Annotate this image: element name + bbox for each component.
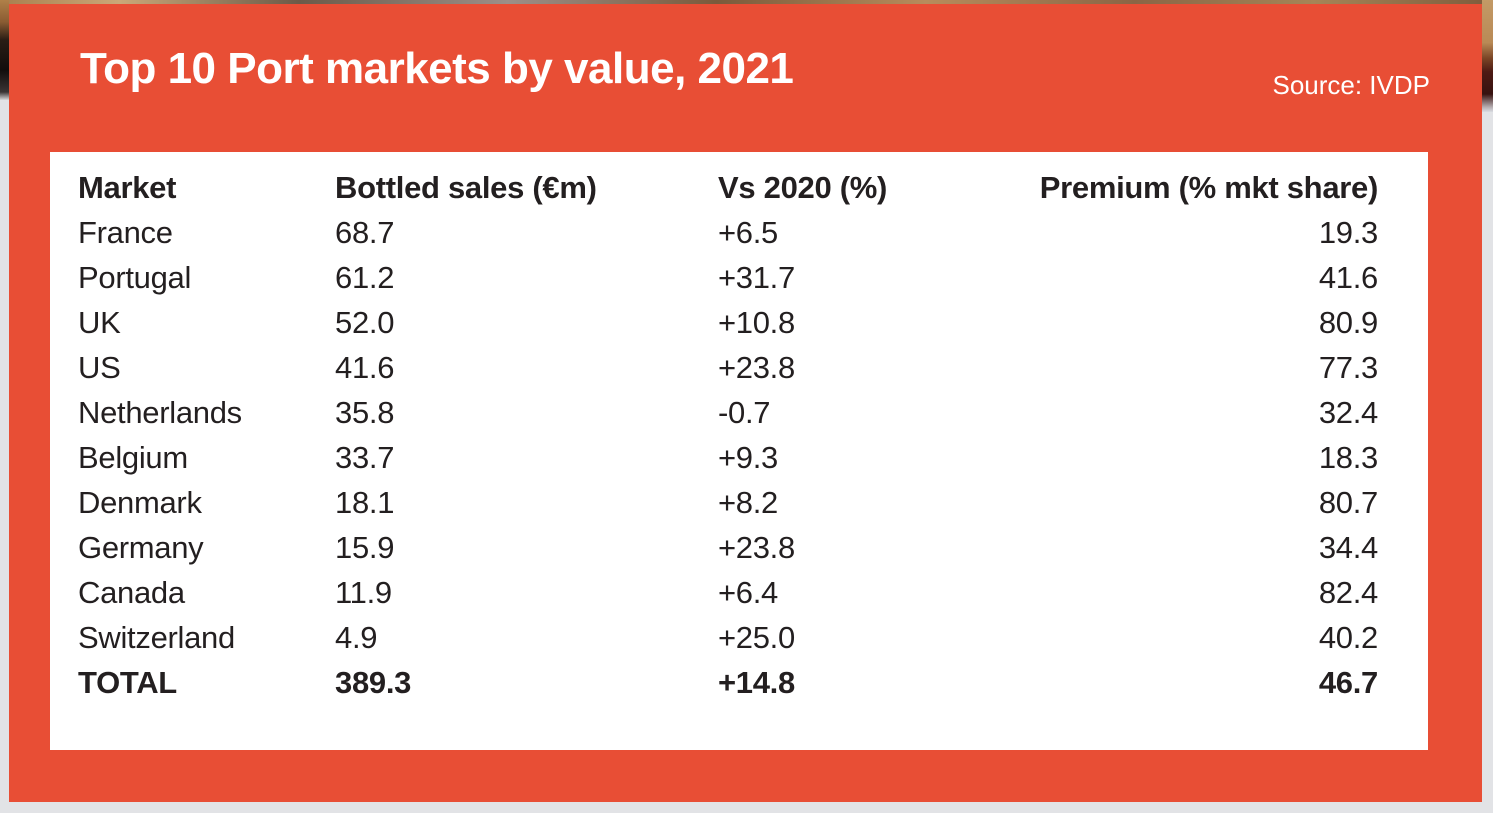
column-header-bottled-sales: Bottled sales (€m) (335, 169, 597, 205)
cell-bottled-sales: 389.3 (335, 664, 412, 700)
column-header-premium: Premium (% mkt share) (1039, 169, 1379, 205)
cell-bottled-sales: 61.2 (335, 259, 395, 295)
cell-vs-2020: +10.8 (718, 304, 795, 340)
cell-market: France (78, 214, 173, 250)
cell-vs-2020: +6.5 (718, 214, 778, 250)
background-photo-left-edge (0, 0, 9, 100)
column-header-vs-2020: Vs 2020 (%) (718, 169, 888, 205)
background-photo-top-edge (0, 0, 1493, 5)
table-row: Belgium 33.7 +9.3 18.3 (78, 435, 1378, 480)
cell-vs-2020: +8.2 (718, 484, 778, 520)
cell-premium: 41.6 (1318, 259, 1378, 295)
cell-vs-2020: +14.8 (718, 664, 795, 700)
table-row: Denmark 18.1 +8.2 80.7 (78, 480, 1378, 525)
cell-market: Switzerland (78, 619, 235, 655)
cell-premium: 82.4 (1318, 574, 1378, 610)
cell-market: US (78, 349, 121, 385)
cell-premium: 40.2 (1318, 619, 1378, 655)
table-row: Canada 11.9 +6.4 82.4 (78, 570, 1378, 615)
table-row: Netherlands 35.8 -0.7 32.4 (78, 390, 1378, 435)
cell-market: Portugal (78, 259, 192, 295)
chart-title: Top 10 Port markets by value, 2021 (80, 44, 794, 93)
cell-premium: 46.7 (1318, 664, 1378, 700)
cell-market: Belgium (78, 439, 188, 475)
table-row: Germany 15.9 +23.8 34.4 (78, 525, 1378, 570)
cell-market: Canada (78, 574, 185, 610)
cell-bottled-sales: 33.7 (335, 439, 395, 475)
cell-vs-2020: +31.7 (718, 259, 795, 295)
cell-bottled-sales: 11.9 (335, 574, 392, 610)
table-row: Switzerland 4.9 +25.0 40.2 (78, 615, 1378, 660)
cell-bottled-sales: 41.6 (335, 349, 395, 385)
table-row: France 68.7 +6.5 19.3 (78, 210, 1378, 255)
cell-premium: 77.3 (1318, 349, 1378, 385)
table-row: Portugal 61.2 +31.7 41.6 (78, 255, 1378, 300)
table-row: US 41.6 +23.8 77.3 (78, 345, 1378, 390)
table-body: France 68.7 +6.5 19.3 Portugal 61.2 +31.7 41.6 U… (78, 210, 1378, 705)
cell-vs-2020: -0.7 (718, 394, 771, 430)
cell-bottled-sales: 35.8 (335, 394, 395, 430)
cell-premium: 32.4 (1318, 394, 1378, 430)
table-row: TOTAL 389.3 +14.8 46.7 (78, 660, 1378, 705)
cell-bottled-sales: 4.9 (335, 619, 378, 655)
cell-bottled-sales: 18.1 (335, 484, 395, 520)
cell-premium: 80.9 (1318, 304, 1378, 340)
data-table-panel: Market Bottled sales (€m) Vs 2020 (%) Pr… (50, 152, 1428, 750)
column-header-market: Market (78, 169, 177, 205)
cell-premium: 18.3 (1318, 439, 1378, 475)
cell-bottled-sales: 15.9 (335, 529, 395, 565)
cell-vs-2020: +6.4 (718, 574, 778, 610)
cell-vs-2020: +23.8 (718, 529, 795, 565)
cell-vs-2020: +23.8 (718, 349, 795, 385)
cell-market: Denmark (78, 484, 202, 520)
source-label: Source: IVDP (1272, 70, 1430, 100)
cell-premium: 19.3 (1318, 214, 1378, 250)
cell-bottled-sales: 52.0 (335, 304, 395, 340)
cell-premium: 80.7 (1318, 484, 1378, 520)
background-photo-right-edge (1482, 0, 1493, 112)
cell-market: Netherlands (78, 394, 242, 430)
cell-bottled-sales: 68.7 (335, 214, 395, 250)
cell-market: Germany (78, 529, 204, 565)
table-header-row: Market Bottled sales (€m) Vs 2020 (%) Pr… (78, 165, 1378, 210)
cell-vs-2020: +25.0 (718, 619, 795, 655)
cell-premium: 34.4 (1318, 529, 1378, 565)
cell-market: UK (78, 304, 121, 340)
cell-market: TOTAL (78, 664, 177, 700)
infographic-card: Top 10 Port markets by value, 2021 Sourc… (9, 4, 1482, 802)
cell-vs-2020: +9.3 (718, 439, 778, 475)
table-row: UK 52.0 +10.8 80.9 (78, 300, 1378, 345)
